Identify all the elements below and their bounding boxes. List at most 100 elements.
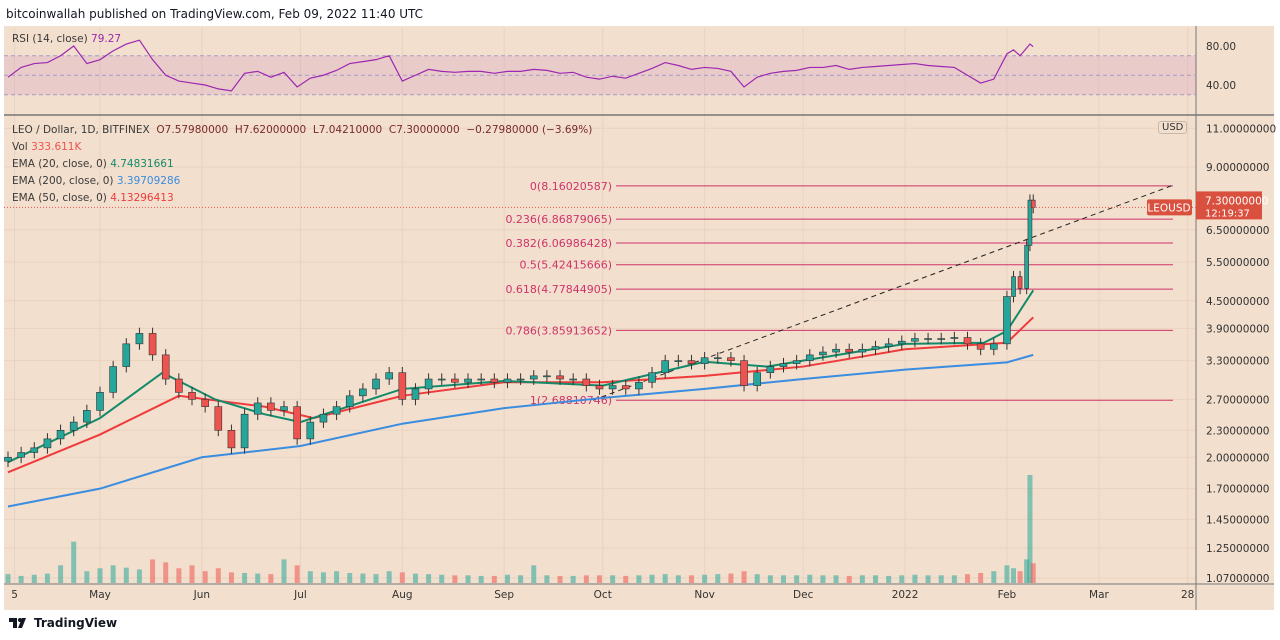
volume-bar [925,575,931,583]
volume-bar [294,565,300,583]
vol-value: 333.611K [31,141,82,153]
volume-bar [702,574,708,583]
rsi-tick-label: 80.00 [1206,41,1236,53]
volume-bar [478,575,484,583]
volume-bar [938,575,944,583]
ema200-label: EMA (200, close, 0) [12,175,114,187]
volume-bar [5,574,11,583]
candle-body [175,378,183,393]
candle-body [464,378,472,383]
low-value: L7.04210000 [312,124,383,136]
volume-bar [18,575,24,583]
volume-bar [518,575,524,583]
volume-bar [859,575,865,583]
candle-body [43,438,52,449]
candle-body [135,333,144,345]
x-tick-label: Jul [293,589,307,601]
rsi-legend: RSI (14, close) 79.27 [12,33,121,45]
candle-body [937,338,946,340]
candle-body [819,351,827,356]
volume-bar [978,572,984,583]
volume-bar [780,575,786,583]
close-value: C7.30000000 [388,124,460,136]
candle-body [372,378,380,390]
y-tick-label: 3.90000000 [1206,323,1269,335]
volume-bar [373,574,379,583]
candle-body [161,354,170,380]
y-tick-label: 1.25000000 [1206,543,1269,555]
volume-bar [412,573,418,583]
symbol-tag [1147,199,1192,216]
volume-bar [741,571,747,583]
ema50-value: 4.13296413 [110,192,174,204]
candle-body [779,363,788,367]
x-tick-label: Sep [494,589,514,601]
fib-level-label: 0.382(6.06986428) [505,237,612,250]
candle-body [148,333,157,356]
y-tick-label: 4.50000000 [1206,296,1269,308]
volume-bar [991,571,997,583]
candle-body [1017,276,1023,289]
volume-bar [163,562,169,583]
candle-body [529,375,538,380]
candle-body [753,372,762,386]
candle-body [950,337,959,339]
volume-bar [649,574,655,583]
candle-body [635,381,643,390]
candle-body [845,348,854,353]
volume-bar [610,575,616,583]
rsi-line [7,39,1034,92]
candle-body [1011,276,1016,297]
volume-bar [334,571,340,583]
ema200-legend: EMA (200, close, 0) 3.39709286 [12,175,180,187]
candle-body [516,378,525,381]
candle-body [385,372,393,380]
candle-body [319,413,328,423]
volume-bar [268,574,274,583]
candle-body [976,343,985,350]
volume-bar [202,571,208,583]
volume-bar [662,574,668,583]
y-tick-label: 6.50000000 [1206,225,1269,237]
candle-body [884,343,893,347]
price-tag-countdown: 12:19:37 [1205,208,1250,219]
rsi-value: 79.27 [91,33,122,45]
fib-level-label: 0.5(5.42415666) [519,259,612,272]
chart-frame[interactable] [4,26,1274,610]
volume-bar [912,574,918,583]
volume-bar [84,571,90,583]
currency-button[interactable]: USD [1158,121,1188,134]
y-tick-label: 1.45000000 [1206,514,1269,526]
x-tick-label: Dec [793,589,814,601]
candle-body [989,343,998,350]
volume-bar [71,541,77,583]
volume-bar [807,574,813,583]
volume-bar [846,575,852,583]
ema20-value: 4.74831661 [110,158,174,170]
candle-body [122,343,131,367]
x-tick-label: Mar [1089,589,1109,601]
volume-bar [951,575,957,583]
change-value: −0.27980000 (−3.69%) [466,124,593,136]
candle-body [582,378,591,386]
ema20-line [7,289,1035,464]
volume-bar [1027,475,1033,583]
candle-body [700,357,709,364]
candle-body [556,375,564,380]
volume-bar [965,574,971,583]
x-tick-label: 28 [1181,589,1194,601]
candle-body [595,385,604,390]
x-tick-label: May [89,589,111,601]
candle-body [293,406,301,440]
candle-body [253,402,262,415]
ema50-legend: EMA (50, close, 0) 4.13296413 [12,192,174,204]
x-tick-label: Feb [998,589,1017,601]
volume-bar [570,575,576,583]
price-tag-value: 7.30000000 [1205,195,1268,207]
candle-body [201,399,209,407]
footer-brand: TradingView [8,616,117,630]
ema20-legend: EMA (20, close, 0) 4.74831661 [12,158,174,170]
candle-body [17,452,25,458]
volume-bar [1030,563,1036,583]
